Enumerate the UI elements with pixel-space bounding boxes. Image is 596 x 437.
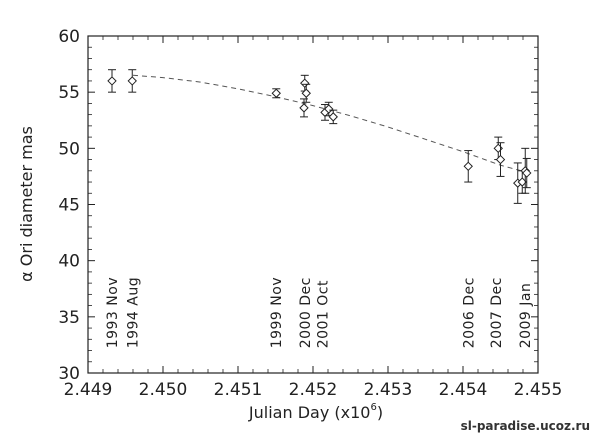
data-point <box>107 69 117 93</box>
x-axis-label-exponent: 6 <box>370 402 376 413</box>
y-tick-label: 35 <box>58 308 80 328</box>
data-points <box>107 69 532 204</box>
axis-ticks: 2.449 2.450 2.451 2.452 2.453 2.454 2.455 30 35 4… <box>58 27 562 400</box>
epoch-label: 2001 Oct <box>316 280 332 348</box>
diamond-marker <box>271 88 281 98</box>
fit-curve <box>132 74 526 173</box>
data-point <box>127 69 137 93</box>
y-tick-label: 30 <box>58 364 80 384</box>
diamond-marker <box>107 76 117 86</box>
y-axis-label: α Ori diameter mas <box>17 126 36 282</box>
data-point <box>300 74 310 92</box>
y-tick-label: 55 <box>58 83 80 103</box>
y-tick-label: 40 <box>58 252 80 272</box>
epoch-labels: 1993 Nov 1994 Aug 1999 Nov 2000 Dec 2001 Oct… <box>105 277 534 348</box>
x-tick-label: 2.450 <box>139 380 188 400</box>
data-point <box>495 142 506 177</box>
epoch-label: 2000 Dec <box>298 277 314 348</box>
epoch-label: 1994 Aug <box>125 277 141 348</box>
diamond-marker <box>522 168 532 178</box>
diamond-marker <box>463 161 473 172</box>
x-tick-label: 2.455 <box>514 380 563 400</box>
data-point <box>328 109 338 125</box>
watermark: sl-paradise.ucoz.ru <box>461 419 590 433</box>
data-point <box>299 98 309 118</box>
diamond-marker <box>324 104 334 114</box>
epoch-label: 2009 Jan <box>518 283 534 349</box>
x-tick-label: 2.449 <box>64 380 113 400</box>
epoch-label: 2007 Dec <box>489 277 505 348</box>
x-axis-label-text: Julian Day (x10 <box>248 403 371 422</box>
data-point <box>271 88 281 99</box>
y-tick-label: 45 <box>58 196 80 216</box>
epoch-label: 2006 Dec <box>461 277 477 348</box>
y-tick-label: 50 <box>58 139 80 159</box>
x-tick-label: 2.453 <box>364 380 413 400</box>
x-axis-label: Julian Day (x106) <box>248 402 383 422</box>
epoch-label: 1993 Nov <box>105 277 121 348</box>
diamond-marker <box>127 76 137 86</box>
x-axis-label-close: ) <box>377 403 383 422</box>
data-point <box>463 150 473 183</box>
epoch-label: 1999 Nov <box>269 277 285 348</box>
diamond-marker <box>493 143 503 154</box>
data-point <box>324 101 334 117</box>
data-point <box>301 83 311 103</box>
x-tick-label: 2.451 <box>214 380 263 400</box>
diamond-marker <box>300 78 310 88</box>
diamond-marker <box>301 88 311 98</box>
y-tick-label: 60 <box>58 27 80 47</box>
diamond-marker <box>495 154 506 165</box>
data-point <box>522 157 532 189</box>
diamond-marker <box>299 103 309 113</box>
x-tick-label: 2.452 <box>289 380 338 400</box>
fit-curve-group <box>132 74 526 173</box>
x-tick-label: 2.454 <box>439 380 488 400</box>
diamond-marker <box>328 112 338 122</box>
